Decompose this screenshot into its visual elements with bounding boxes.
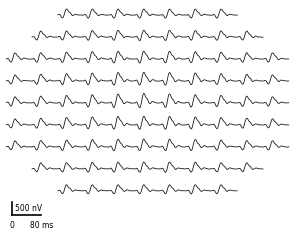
Text: 500 nV: 500 nV [15,204,42,213]
Text: 80 ms: 80 ms [30,221,53,230]
Text: 0: 0 [9,221,14,230]
